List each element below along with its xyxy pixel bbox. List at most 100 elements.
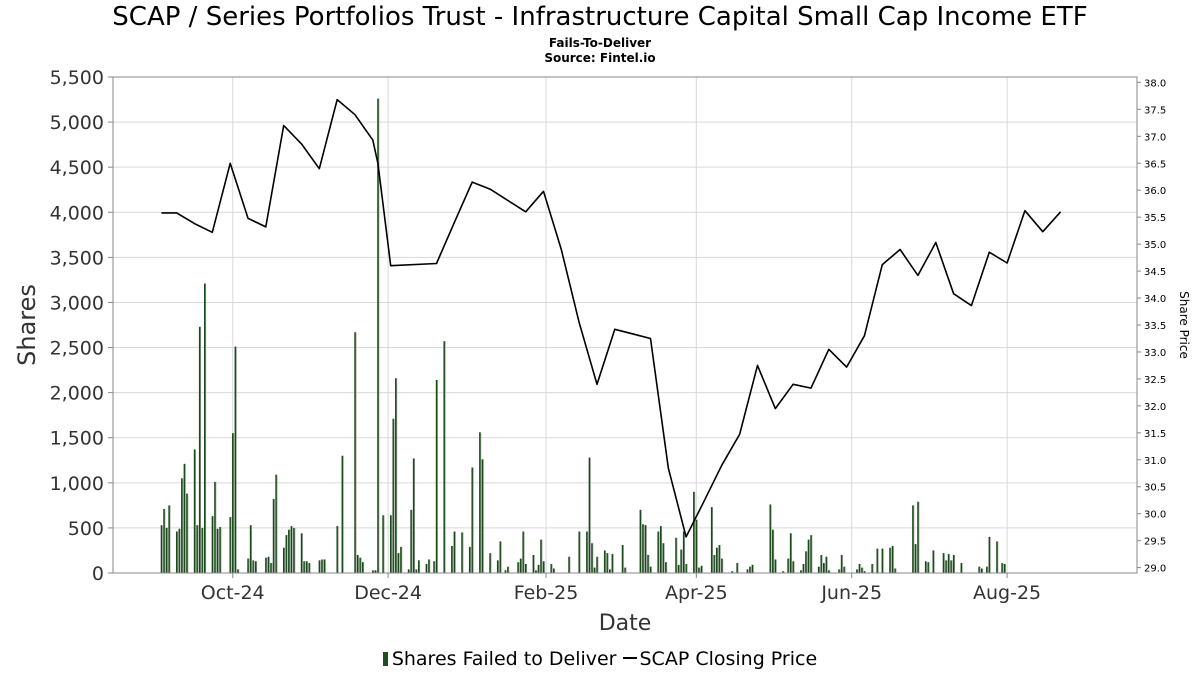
- ftd-bar: [415, 569, 417, 573]
- ftd-bar: [881, 548, 883, 573]
- ftd-bar: [700, 565, 703, 573]
- ftd-bar: [374, 570, 377, 573]
- ftd-bar: [578, 531, 580, 573]
- ftd-bar: [249, 525, 252, 573]
- ftd-bar: [461, 532, 463, 573]
- legend-bars-label: Shares Failed to Deliver: [391, 648, 617, 670]
- ftd-bar: [838, 569, 840, 573]
- ftd-bar: [695, 519, 698, 573]
- ftd-bar: [861, 567, 863, 573]
- ftd-bar: [471, 467, 473, 573]
- x-axis-title: Date: [599, 611, 652, 636]
- y2-tick-label: 35.0: [1144, 240, 1166, 251]
- ftd-bar: [593, 567, 596, 573]
- ftd-bar: [216, 528, 219, 573]
- x-tick-label: Feb-25: [514, 582, 579, 604]
- ftd-bar: [889, 547, 891, 573]
- ftd-bar: [305, 561, 308, 573]
- y2-tick-label: 33.5: [1144, 321, 1166, 332]
- ftd-bar: [787, 558, 789, 573]
- ftd-bar: [642, 524, 644, 573]
- ftd-bar: [372, 570, 374, 573]
- ftd-bar: [789, 533, 792, 573]
- y-tick-label: 2,000: [50, 383, 104, 405]
- x-tick-label: Aug-25: [973, 582, 1041, 604]
- ftd-bar: [532, 554, 534, 573]
- ftd-bar: [265, 557, 267, 573]
- ftd-bar: [229, 517, 231, 573]
- ftd-bar: [932, 550, 934, 573]
- ftd-bar: [542, 561, 545, 573]
- ftd-bar: [876, 548, 878, 573]
- ftd-bar: [716, 547, 718, 573]
- ftd-bar: [519, 558, 522, 573]
- ftd-bar: [800, 570, 802, 573]
- ftd-bar: [507, 566, 509, 573]
- ftd-bar: [609, 569, 611, 573]
- ftd-bar: [201, 527, 203, 573]
- ftd-bar: [382, 515, 384, 573]
- y-tick-label: 500: [68, 518, 104, 540]
- ftd-bar: [535, 570, 537, 573]
- ftd-bar: [782, 571, 784, 573]
- ftd-bar: [354, 332, 356, 573]
- ftd-bar: [840, 554, 843, 573]
- ftd-bar: [318, 560, 321, 573]
- y2-tick-label: 36.0: [1144, 186, 1166, 197]
- ftd-bar: [657, 531, 659, 573]
- ftd-bar: [247, 558, 249, 573]
- ftd-bar: [204, 283, 206, 573]
- ftd-bar: [168, 505, 170, 573]
- y2-tick-label: 36.5: [1144, 159, 1166, 170]
- y-tick-label: 0: [92, 563, 104, 585]
- ftd-bar: [308, 563, 310, 573]
- ftd-bar: [659, 526, 662, 573]
- y-tick-label: 5,500: [50, 67, 104, 89]
- ftd-bar: [718, 545, 720, 573]
- ftd-bar: [746, 569, 748, 573]
- price-line-layer: [161, 98, 1062, 538]
- ftd-bar: [321, 559, 323, 573]
- ftd-bar: [272, 499, 275, 573]
- ftd-bar: [451, 545, 453, 573]
- y-tick-label: 1,500: [50, 428, 104, 450]
- ftd-bar: [858, 563, 861, 573]
- y2-tick-label: 30.5: [1144, 483, 1166, 494]
- ftd-bar: [644, 525, 647, 573]
- ftd-bar: [397, 553, 399, 573]
- ftd-bar: [731, 571, 733, 573]
- y2-axis-title: Share Price: [1177, 291, 1191, 359]
- ftd-bar: [568, 556, 570, 573]
- ftd-bar: [698, 567, 700, 573]
- ftd-bar: [400, 546, 402, 573]
- ftd-bar: [282, 547, 285, 573]
- ftd-bar: [211, 516, 214, 573]
- ftd-bar: [219, 527, 221, 573]
- y2-tick-label: 33.0: [1144, 348, 1166, 359]
- ftd-bar: [820, 554, 822, 573]
- ftd-bar: [537, 564, 540, 573]
- ftd-bar: [769, 504, 771, 573]
- legend-line-label: SCAP Closing Price: [639, 648, 818, 670]
- ftd-bar: [524, 563, 527, 573]
- ftd-bar: [198, 326, 201, 573]
- ftd-bar: [234, 346, 236, 573]
- y2-tick-label: 29.5: [1144, 537, 1166, 548]
- ftd-bar: [392, 418, 394, 573]
- ftd-bar: [621, 545, 624, 573]
- ftd-bar: [772, 529, 774, 573]
- ftd-bar: [1003, 563, 1006, 573]
- y2-tick-label: 32.5: [1144, 375, 1166, 386]
- ftd-bar: [1001, 563, 1003, 573]
- ftd-bar: [356, 554, 359, 573]
- ftd-bar: [336, 526, 338, 573]
- y2-tick-label: 34.5: [1144, 267, 1166, 278]
- y-tick-label: 5,000: [50, 112, 104, 134]
- y-tick-label: 3,000: [50, 292, 104, 314]
- y2-tick-label: 29.0: [1144, 564, 1166, 575]
- ftd-bar: [275, 474, 277, 573]
- grid-lines: [113, 76, 1137, 574]
- ftd-bar: [522, 531, 524, 573]
- ftd-bar: [810, 535, 812, 573]
- ftd-bar: [774, 559, 776, 573]
